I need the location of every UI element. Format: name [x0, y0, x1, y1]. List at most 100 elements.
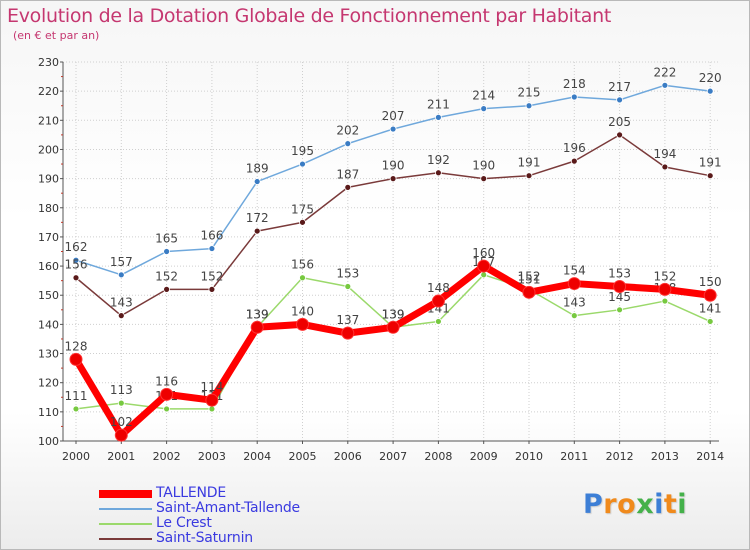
data-point-saint-saturnin — [344, 183, 352, 191]
data-point-saint-amant-tallende — [480, 105, 488, 113]
data-label-tallende: 150 — [699, 275, 722, 289]
x-tick-label: 2012 — [606, 450, 634, 463]
data-point-le-crest — [706, 318, 714, 325]
data-label-le-crest: 152 — [518, 269, 541, 283]
data-point-tallende — [69, 352, 83, 366]
x-tick-label: 2013 — [651, 450, 679, 463]
data-label-le-crest: 143 — [563, 296, 586, 310]
data-label-saint-saturnin: 205 — [608, 115, 631, 129]
data-label-tallende: 152 — [653, 269, 676, 283]
x-tick-label: 2001 — [107, 450, 135, 463]
y-tick-label: 170 — [38, 231, 59, 244]
data-point-le-crest — [208, 405, 216, 413]
data-label-saint-amant-tallende: 207 — [382, 109, 405, 123]
data-point-tallende — [250, 320, 264, 334]
y-tick-label: 130 — [38, 348, 59, 361]
logo-letter: x — [636, 489, 655, 520]
data-point-saint-saturnin — [389, 175, 397, 183]
data-point-le-crest — [72, 405, 80, 413]
data-label-saint-saturnin: 190 — [472, 159, 495, 173]
data-label-saint-saturnin: 156 — [65, 258, 88, 272]
data-point-saint-saturnin — [616, 131, 623, 139]
y-tick-label: 230 — [38, 56, 59, 69]
x-tick-label: 2005 — [289, 450, 317, 463]
data-point-saint-saturnin — [299, 218, 306, 226]
data-label-saint-saturnin: 190 — [382, 159, 405, 173]
data-point-saint-saturnin — [570, 157, 578, 165]
data-point-le-crest — [117, 399, 125, 407]
logo-letter: t — [663, 489, 678, 520]
data-point-saint-amant-tallende — [389, 125, 397, 133]
data-point-tallende — [522, 285, 536, 299]
data-label-le-crest: 156 — [291, 258, 314, 272]
data-point-saint-saturnin — [72, 274, 80, 282]
data-label-saint-amant-tallende: 162 — [65, 240, 88, 254]
legend-swatch — [99, 490, 152, 498]
data-point-saint-amant-tallende — [434, 113, 442, 121]
data-label-tallende: 114 — [200, 380, 223, 394]
data-label-saint-saturnin: 194 — [653, 147, 676, 161]
data-label-saint-amant-tallende: 166 — [200, 229, 223, 243]
data-point-saint-amant-tallende — [570, 93, 578, 101]
data-label-saint-saturnin: 196 — [563, 141, 586, 155]
data-point-tallende — [431, 294, 445, 308]
data-point-saint-saturnin — [208, 285, 216, 293]
data-point-saint-amant-tallende — [253, 178, 261, 185]
data-label-saint-saturnin: 172 — [246, 211, 269, 225]
data-point-saint-amant-tallende — [208, 245, 216, 252]
x-tick-label: 2010 — [515, 450, 543, 463]
data-label-saint-saturnin: 175 — [291, 202, 314, 216]
data-label-saint-saturnin: 191 — [518, 156, 541, 170]
data-point-le-crest — [616, 306, 623, 314]
data-label-saint-amant-tallende: 189 — [246, 162, 269, 176]
x-tick-label: 2011 — [560, 450, 588, 463]
data-point-tallende — [296, 317, 309, 331]
proxiti-logo: Proxiti — [583, 489, 687, 520]
data-label-saint-saturnin: 191 — [699, 156, 722, 170]
x-tick-label: 2003 — [198, 450, 226, 463]
data-point-tallende — [160, 387, 174, 401]
data-label-saint-amant-tallende: 217 — [608, 80, 631, 94]
data-label-saint-amant-tallende: 157 — [110, 255, 133, 269]
legend-label: Saint-Amant-Tallende — [156, 500, 300, 516]
data-label-saint-amant-tallende: 211 — [427, 97, 450, 111]
legend-label: Le Crest — [156, 515, 212, 531]
data-label-tallende: 116 — [155, 374, 178, 388]
legend-label: Saint-Saturnin — [156, 530, 253, 546]
y-tick-label: 120 — [38, 377, 59, 390]
data-label-tallende: 139 — [382, 307, 405, 321]
data-label-saint-amant-tallende: 215 — [518, 86, 541, 100]
x-tick-label: 2004 — [243, 450, 271, 463]
data-point-saint-amant-tallende — [661, 81, 669, 89]
data-point-tallende — [613, 279, 627, 293]
data-label-tallende: 160 — [472, 246, 495, 260]
data-label-saint-amant-tallende: 165 — [155, 232, 178, 246]
data-point-tallende — [658, 282, 672, 296]
data-label-saint-saturnin: 192 — [427, 153, 450, 167]
data-label-le-crest: 139 — [382, 307, 405, 321]
data-label-le-crest: 113 — [110, 383, 133, 397]
data-point-saint-amant-tallende — [117, 271, 125, 279]
data-point-saint-saturnin — [434, 169, 442, 177]
data-label-tallende: 154 — [563, 264, 586, 278]
data-label-tallende: 102 — [110, 415, 133, 429]
logo-letter: r — [603, 489, 618, 520]
data-label-le-crest: 139 — [246, 307, 269, 321]
chart-subtitle: (en € et par an) — [13, 29, 100, 42]
legend-label: TALLENDE — [156, 485, 226, 501]
data-label-tallende: 139 — [246, 307, 269, 321]
y-tick-label: 220 — [38, 85, 59, 98]
data-point-saint-saturnin — [253, 227, 261, 235]
legend-swatch — [99, 508, 152, 510]
data-point-le-crest — [661, 297, 669, 305]
data-label-le-crest: 153 — [336, 266, 359, 280]
data-point-tallende — [567, 277, 581, 291]
data-label-saint-amant-tallende: 202 — [336, 124, 359, 138]
data-point-saint-amant-tallende — [72, 256, 80, 264]
y-tick-label: 150 — [38, 289, 59, 302]
data-point-saint-amant-tallende — [299, 160, 306, 168]
data-point-tallende — [114, 428, 128, 442]
data-label-le-crest: 141 — [699, 301, 722, 315]
